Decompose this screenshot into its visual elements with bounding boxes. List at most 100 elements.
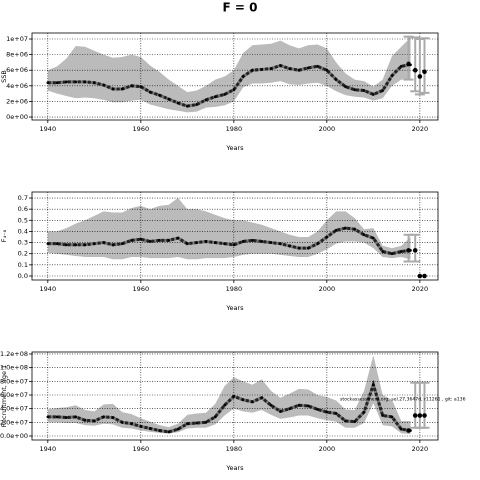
x-tick-label: 1980: [226, 125, 243, 133]
estimate-point: [279, 242, 282, 245]
y-tick-label: 0.3: [18, 239, 28, 247]
y-tick-label: 0.4: [18, 227, 28, 235]
estimate-point: [83, 243, 87, 247]
x-tick-label: 1960: [133, 125, 150, 133]
estimate-point: [325, 68, 329, 72]
x-tick-label: 1980: [226, 285, 243, 293]
y-tick-label: 6.0e+07: [0, 391, 28, 399]
estimate-point: [334, 229, 338, 232]
estimate-point: [381, 250, 384, 253]
estimate-point: [213, 241, 217, 244]
estimate-point: [176, 427, 180, 431]
projection-point: [422, 413, 427, 418]
estimate-point: [74, 80, 78, 84]
estimate-point: [111, 243, 115, 247]
estimate-point: [148, 90, 152, 94]
estimate-point: [232, 88, 236, 92]
x-tick-label: 2020: [412, 285, 429, 293]
estimate-point: [139, 425, 143, 428]
estimate-point: [232, 395, 236, 398]
estimate-point: [83, 418, 87, 422]
estimate-point: [344, 419, 347, 423]
y-tick-label: 2e+06: [6, 97, 28, 105]
x-tick-label: 2020: [412, 125, 429, 133]
x-tick-label: 2000: [319, 445, 336, 453]
estimate-point: [344, 85, 347, 88]
projection-point: [417, 74, 423, 79]
estimate-point: [260, 68, 264, 71]
x-tick-label: 2020: [412, 445, 429, 453]
estimate-point: [399, 65, 403, 68]
x-tick-label: 1940: [40, 445, 57, 453]
estimate-point: [344, 226, 347, 230]
y-tick-label: 0.7: [18, 194, 28, 202]
estimate-point: [130, 422, 133, 425]
estimate-point: [46, 415, 50, 419]
y-axis-label: Recruitment, age 1: [0, 365, 8, 427]
estimate-point: [353, 227, 357, 231]
estimate-point: [167, 430, 171, 434]
estimate-point: [167, 97, 171, 101]
estimate-point: [204, 421, 208, 424]
x-axis-label: Years: [225, 464, 244, 472]
estimate-point: [288, 244, 291, 248]
estimate-point: [213, 95, 217, 99]
plot-frame: [31, 191, 439, 281]
y-tick-label: 0.0e+00: [0, 432, 28, 440]
projection-point: [417, 273, 423, 279]
estimate-point: [186, 422, 189, 425]
estimate-point: [223, 242, 226, 245]
projection-point: [417, 413, 423, 418]
estimate-point: [102, 415, 105, 419]
estimate-point: [251, 400, 254, 404]
estimate-point: [316, 408, 319, 411]
estimate-point: [372, 383, 375, 387]
estimate-line-dash: [47, 379, 411, 434]
estimate-point: [372, 236, 375, 240]
estimate-point: [362, 89, 366, 92]
estimate-point: [316, 65, 319, 68]
estimate-point: [241, 398, 245, 402]
estimate-point: [55, 242, 59, 245]
y-tick-label: 1.2e+08: [0, 350, 28, 358]
estimate-point: [325, 410, 329, 414]
estimate-point: [362, 410, 366, 414]
estimate-point: [260, 240, 264, 243]
x-axis-label: Years: [225, 144, 244, 152]
estimate-point: [297, 403, 301, 407]
projection-point: [412, 248, 418, 253]
projection-point: [412, 413, 418, 418]
estimate-point: [186, 104, 189, 108]
estimate-point: [111, 87, 115, 91]
estimate-point: [83, 80, 87, 84]
estimate-point: [55, 81, 59, 85]
estimate-point: [93, 242, 96, 245]
estimate-point: [241, 75, 245, 78]
estimate-point: [46, 242, 50, 245]
estimate-point: [241, 240, 245, 243]
y-tick-label: 4.0e+07: [0, 405, 28, 413]
estimate-point: [65, 416, 68, 419]
estimate-point: [325, 235, 329, 239]
estimate-point: [362, 233, 366, 237]
y-tick-label: 0.2: [18, 250, 28, 258]
x-tick-label: 1960: [133, 445, 150, 453]
estimate-point: [93, 419, 96, 423]
estimate-point: [102, 241, 105, 244]
estimate-point: [381, 414, 384, 417]
x-tick-label: 2000: [319, 125, 336, 133]
estimate-point: [93, 81, 96, 85]
estimate-point: [204, 240, 208, 243]
confidence-band: [47, 355, 411, 434]
estimate-point: [306, 246, 310, 250]
estimate-point: [288, 407, 291, 410]
confidence-band: [47, 37, 411, 113]
estimate-point: [353, 88, 357, 92]
estimate-point: [148, 427, 152, 430]
estimate-point: [148, 240, 152, 243]
estimate-point: [334, 78, 338, 81]
estimate-point: [130, 84, 133, 88]
estimate-point: [306, 66, 310, 70]
projection-point: [422, 69, 427, 75]
estimate-point: [381, 89, 384, 92]
